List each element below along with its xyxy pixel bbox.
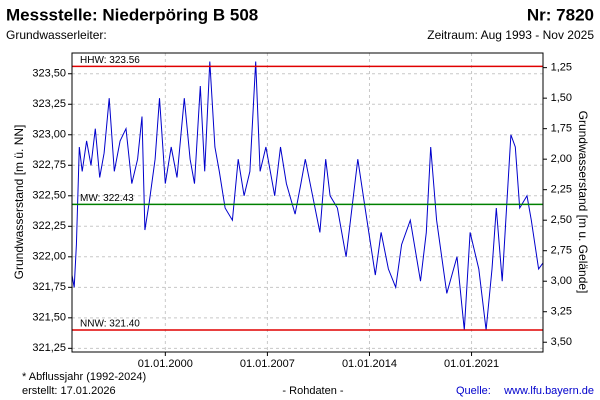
y2-tick-label: 3,50 xyxy=(551,336,572,348)
y-tick-label: 322,25 xyxy=(32,220,66,232)
y2-tick-label: 3,00 xyxy=(551,275,572,287)
subtitle-left: Grundwasserleiter: xyxy=(6,28,107,42)
subtitle-right: Zeitraum: Aug 1993 - Nov 2025 xyxy=(427,28,594,42)
y-tick-label: 321,50 xyxy=(32,312,66,324)
data-line xyxy=(71,61,544,331)
data-note: - Rohdaten - xyxy=(282,385,343,397)
reference-label: HHW: 323.56 xyxy=(80,55,140,66)
created-date: erstellt: 17.01.2026 xyxy=(22,385,116,397)
y2-tick-label: 2,75 xyxy=(551,245,572,257)
y2-tick-label: 2,25 xyxy=(551,184,572,196)
y-tick-label: 323,50 xyxy=(32,68,66,80)
station-number: Nr: 7820 xyxy=(527,5,594,24)
x-tick-label: 01.01.2014 xyxy=(342,358,397,370)
source-label: Quelle: xyxy=(456,385,491,397)
y-tick-label: 321,75 xyxy=(32,281,66,293)
source-link[interactable]: www.lfu.bayern.de xyxy=(503,385,594,397)
y-tick-label: 323,25 xyxy=(32,98,66,110)
y2-tick-label: 1,75 xyxy=(551,123,572,135)
y-axis-label: Grundwasserstand [m ü. NN] xyxy=(12,125,26,280)
x-tick-label: 01.01.2007 xyxy=(240,358,295,370)
y2-tick-label: 3,25 xyxy=(551,306,572,318)
reference-label: NNW: 321.40 xyxy=(80,319,140,330)
reference-label: MW: 322.43 xyxy=(80,193,134,204)
plot-frame xyxy=(71,52,544,353)
y2-tick-label: 2,50 xyxy=(551,214,572,226)
y2-tick-label: 1,50 xyxy=(551,92,572,104)
y2-axis-label: Grundwasserstand [m u. Gelände] xyxy=(576,111,590,294)
y-tick-label: 321,25 xyxy=(32,342,66,354)
y-tick-label: 323,00 xyxy=(32,129,66,141)
y-tick-label: 322,00 xyxy=(32,251,66,263)
footnote: * Abflussjahr (1992-2024) xyxy=(22,371,146,383)
y2-tick-label: 1,25 xyxy=(551,62,572,74)
chart-title: Messstelle: Niederpöring B 508 xyxy=(6,5,258,24)
x-tick-label: 01.01.2000 xyxy=(138,358,193,370)
y-tick-label: 322,75 xyxy=(32,159,66,171)
x-tick-label: 01.01.2021 xyxy=(444,358,499,370)
y2-tick-label: 2,00 xyxy=(551,153,572,165)
y-tick-label: 322,50 xyxy=(32,190,66,202)
